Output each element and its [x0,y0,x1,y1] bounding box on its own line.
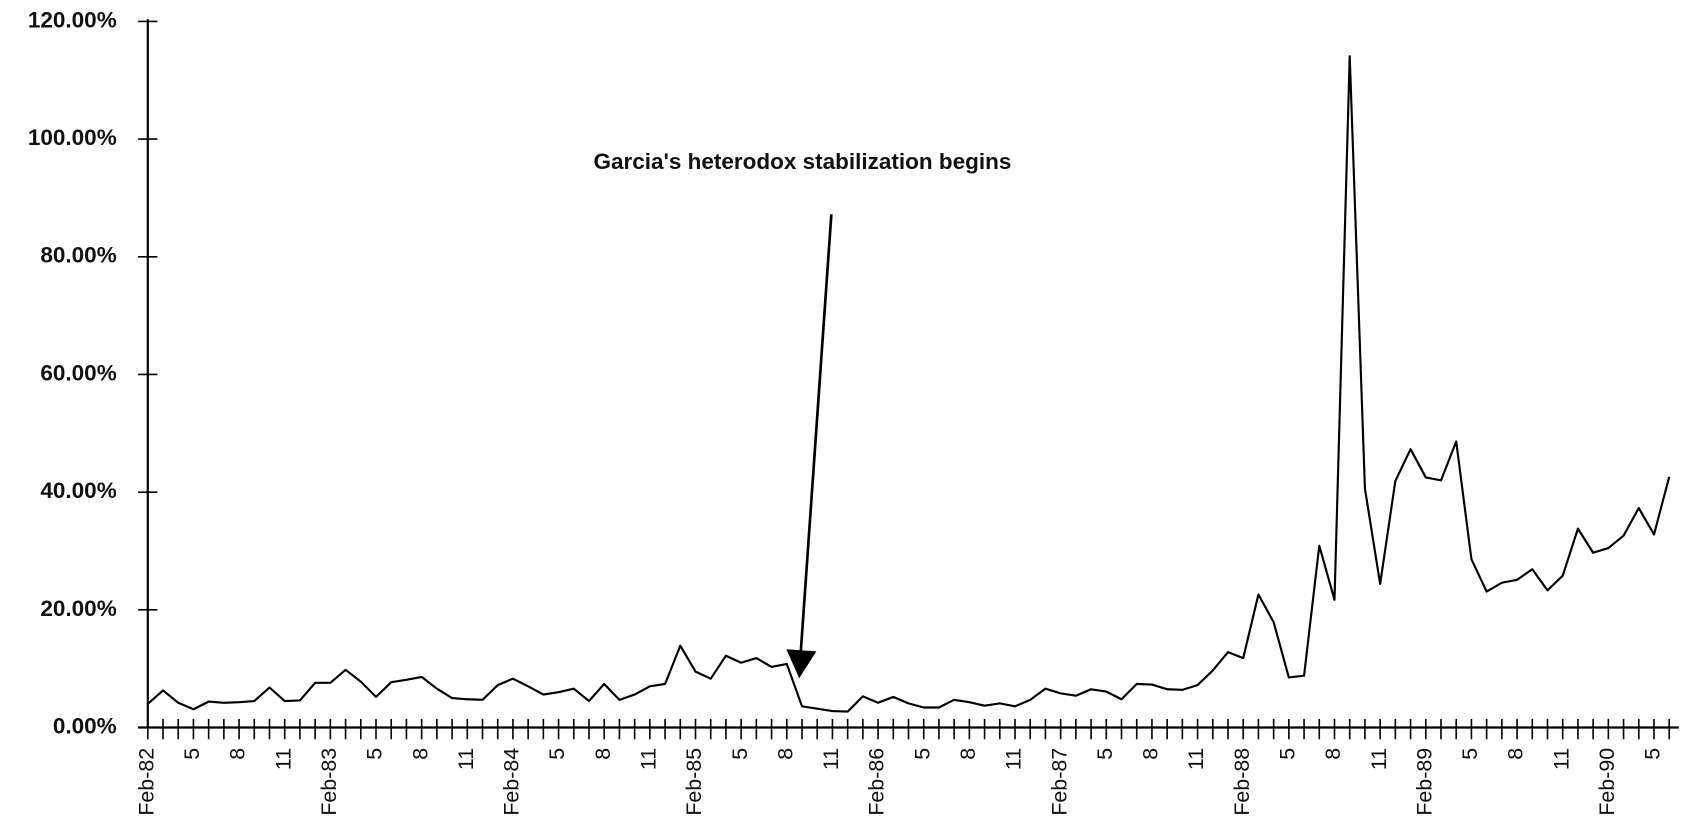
x-tick-label: 8 [1504,748,1528,760]
x-tick-label: 11 [1367,748,1391,770]
y-tick-label: 60.00% [40,360,116,385]
x-tick-label: 8 [956,748,980,760]
y-tick-label: 100.00% [28,125,117,150]
x-tick-label: Feb-83 [317,748,341,816]
x-tick-label: 8 [591,748,615,760]
x-tick-label: 8 [408,748,432,760]
x-tick-label: 8 [1139,748,1163,760]
x-tick-label: 5 [910,748,934,760]
x-tick-label: 11 [1549,748,1573,770]
x-tick-label: 8 [773,748,797,760]
x-tick-label: 5 [1093,748,1117,760]
x-tick-label: Feb-82 [134,748,158,816]
x-tick-label: Feb-89 [1412,748,1436,816]
x-tick-label: 8 [226,748,250,760]
x-tick-label: 5 [180,748,204,760]
x-tick-label: 11 [454,748,478,770]
x-tick-label: 5 [545,748,569,760]
y-tick-label: 20.00% [40,596,116,621]
annotation-arrow [786,214,833,679]
x-tick-label: Feb-88 [1230,748,1254,816]
x-tick-label: 11 [1002,748,1026,770]
data-line [147,55,1671,713]
x-tick-label: 11 [271,748,295,770]
x-tick-label: 5 [1276,748,1300,760]
x-tick-label: 5 [1641,748,1665,760]
x-tick-label: Feb-90 [1595,748,1619,816]
x-tick-label: Feb-85 [682,748,706,816]
annotation: Garcia's heterodox stabilization begins [593,149,1011,174]
x-tick-label: Feb-87 [1047,748,1071,816]
x-tick-label: 11 [1184,748,1208,770]
x-tick-label: 11 [819,748,843,770]
y-tick-label: 120.00% [28,7,117,32]
x-tick-label: 8 [1321,748,1345,760]
y-tick-label: 0.00% [53,713,117,738]
x-tick-label: 11 [637,748,661,770]
x-tick-label: 5 [1458,748,1482,760]
y-tick-label: 40.00% [40,478,116,503]
y-tick-label: 80.00% [40,243,116,268]
x-tick-label: Feb-84 [500,748,524,816]
x-tick-label: 5 [363,748,387,760]
x-tick-label: Feb-86 [865,748,889,816]
x-tick-label: 5 [728,748,752,760]
